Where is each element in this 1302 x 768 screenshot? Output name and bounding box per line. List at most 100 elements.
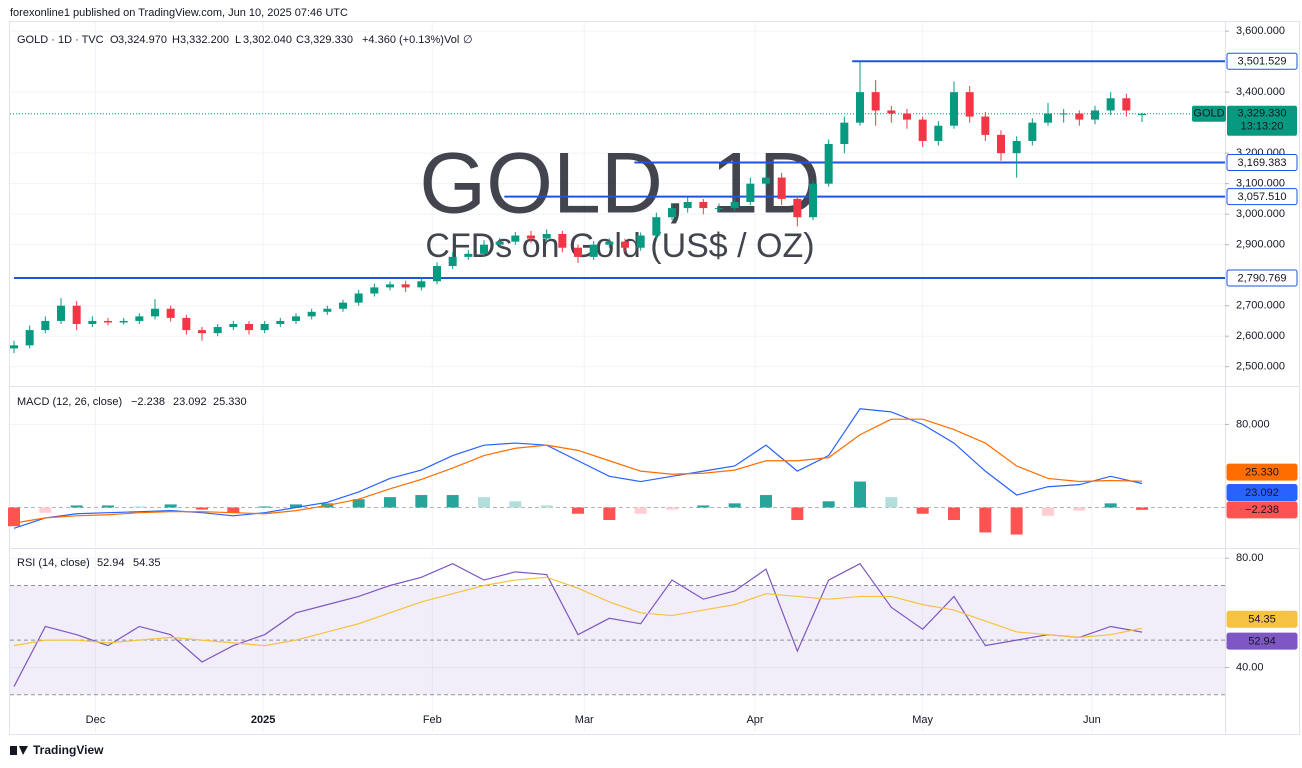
legend-value: 3,302.040 [243,34,292,46]
candle-body [448,256,457,267]
y-tick-label: 40.00 [1236,661,1264,673]
histogram-bar [446,495,459,508]
legend-value: 3,324.970 [118,34,167,46]
candle-body [1106,98,1115,111]
x-tick-label: Feb [423,714,442,726]
series-value-label: 23.092 [1245,487,1279,499]
candle-body [777,177,786,199]
histogram-bar [697,505,710,508]
histogram-bar [603,507,616,520]
candle-body [934,125,943,141]
candle-body [652,217,661,236]
candle-body [433,266,441,282]
legend-value: 23.092 [173,396,207,408]
histogram-bar [1136,507,1148,510]
candle-body [25,330,34,346]
candle-body [1138,113,1146,116]
candle-body [762,177,770,184]
histogram-bar [572,507,584,514]
candle-body [323,308,332,312]
x-tick-label: May [912,714,933,726]
candle-body [401,284,410,288]
legend-key: O [110,34,119,46]
histogram-bar [196,507,208,510]
candle-body [10,345,18,349]
candle-body [1075,113,1084,120]
histogram-bar [8,507,20,527]
candle-body [1091,110,1099,120]
histogram-bar [728,503,741,508]
y-tick-label: 2,500.000 [1236,361,1285,373]
candle-body [229,323,238,328]
candle-body [276,320,285,324]
symbol-name-box [1192,105,1226,122]
series-value-label: 54.35 [1248,614,1276,626]
histogram-bar [102,505,114,508]
histogram-bar [290,504,302,508]
candle-body [57,305,65,321]
x-tick-label: Mar [575,714,594,726]
candle-body [41,320,50,331]
candle-body [903,113,911,120]
candle-body [699,201,708,209]
candle-body [1122,98,1131,111]
legend-value: −2.238 [131,396,165,408]
candle-body [558,234,567,248]
histogram-bar [258,506,271,508]
legend-value: 52.94 [97,557,125,569]
candle-body [605,241,614,245]
x-tick-label: Jun [1083,714,1101,726]
candle-body [354,293,363,303]
candle-body [589,244,598,257]
level-label: 3,169.383 [1238,157,1287,169]
candle-body [151,308,159,317]
candle-body [746,183,755,202]
y-tick-label: 3,400.000 [1236,86,1285,98]
candle-body [307,311,316,317]
candle-body [1044,113,1052,123]
histogram-bar [791,507,804,520]
histogram-bar [1104,503,1117,508]
histogram-bar [1042,507,1054,516]
candle-body [119,320,128,323]
marks-layer [8,60,1225,687]
histogram-bar [70,505,83,508]
histogram-bar [948,507,960,520]
candle-body [683,201,692,209]
y-tick-label: 2,600.000 [1236,330,1285,342]
level-label: 3,057.510 [1238,191,1287,203]
series-value-label-box [1226,463,1298,481]
candle-body [574,247,582,257]
histogram-value-label: −2.238 [1245,504,1279,516]
candle-body [166,308,175,318]
histogram-bar [509,501,522,508]
legend-value: 54.35 [133,557,161,569]
symbol-name: GOLD [1193,108,1224,120]
series-value-label: 52.94 [1248,636,1276,648]
countdown: 13:13:20 [1241,121,1284,133]
histogram-bar [916,507,929,514]
candle-body [417,281,426,288]
candle-body [793,198,802,218]
level-label-box [1226,154,1298,172]
logo-part [19,746,28,755]
x-tick-label: Dec [86,714,106,726]
legend-volume-value: ∅ [463,34,473,46]
rsi-line [13,562,1143,687]
published-note: forexonline1 published on TradingView.co… [10,7,348,19]
candle-body [1059,113,1068,115]
y-tick-label: 2,700.000 [1236,300,1285,312]
legend-value: 3,332.200 [180,34,229,46]
candle-body [527,235,535,239]
candle-body [511,235,520,242]
series-value-label: 25.330 [1245,467,1279,479]
candle-body [918,119,927,141]
candle-body [464,253,473,257]
histogram-bar [822,501,835,508]
level-label: 2,790.769 [1238,272,1287,284]
y-tick-label: 3,600.000 [1236,25,1285,37]
histogram-value-label-box [1226,501,1298,519]
candle-body [292,316,300,321]
rsi-line [13,576,1143,647]
